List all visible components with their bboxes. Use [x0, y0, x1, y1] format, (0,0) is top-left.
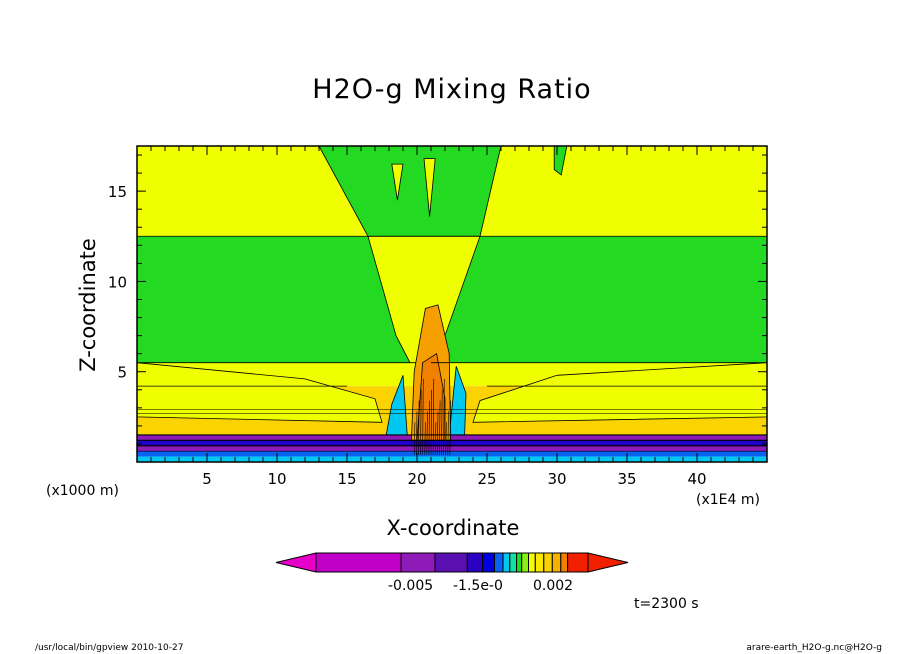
convective-streak-5 [424, 422, 426, 455]
colorbar-right-arrow [587, 552, 629, 573]
colorbar-segment-9 [521, 552, 530, 573]
convective-streak-17 [449, 400, 451, 455]
colorbar-label-2: -1.5e-0 [453, 578, 503, 594]
region-surface-cyan [137, 456, 767, 462]
colorbar-segment-13 [551, 552, 562, 573]
colorbar-segment-4 [482, 552, 496, 573]
plot-frame [136, 145, 768, 463]
time-label: t=2300 s [634, 596, 699, 612]
colorbar-segment-10 [528, 552, 536, 573]
colorbar-segment-8 [516, 552, 523, 573]
y-tick-label-10: 10 [108, 273, 127, 291]
convective-streak-9 [432, 378, 435, 455]
convective-streak-10 [434, 422, 437, 455]
x-tick-label-5: 5 [202, 470, 212, 488]
colorbar-segment-6 [502, 552, 511, 573]
colorbar-segment-0 [315, 552, 402, 573]
convective-streak-16 [447, 411, 449, 455]
colorbar-segment-1 [400, 552, 436, 573]
convective-streak-15 [445, 422, 447, 455]
region-surface-core [137, 440, 767, 446]
convective-streak-7 [428, 400, 430, 455]
convective-streak-11 [437, 411, 439, 455]
colorbar-segment-3 [466, 552, 484, 573]
upper-yellow-streak [391, 163, 404, 201]
convective-streak-2 [418, 400, 420, 455]
convective-streak-12 [439, 400, 441, 455]
convective-streak-14 [443, 378, 445, 455]
colorbar-segment-2 [434, 552, 468, 573]
y-tick-label-5: 5 [117, 364, 127, 382]
x-scale-label: (x1E4 m) [696, 492, 760, 508]
colorbar-segment-7 [509, 552, 518, 573]
colorbar-segment-5 [494, 552, 504, 573]
x-tick-label-35: 35 [617, 470, 636, 488]
convective-streak-4 [422, 378, 424, 455]
x-tick-label-10: 10 [267, 470, 286, 488]
x-unit-label: (x1000 m) [46, 483, 119, 499]
convective-streak-6 [426, 411, 428, 455]
convective-streak-3 [420, 389, 422, 455]
x-tick-label-30: 30 [547, 470, 566, 488]
y-axis-label: Z-coordinate [76, 238, 100, 372]
footer-right-text: arare-earth_H2O-g.nc@H2O-g [746, 643, 882, 653]
colorbar-segment-15 [567, 552, 589, 573]
upper-yellow-streak-2 [423, 158, 436, 217]
colorbar-left-arrow [275, 552, 317, 573]
colorbar-segment-14 [560, 552, 569, 573]
region-surface-blue [137, 451, 767, 457]
x-tick-label-25: 25 [477, 470, 496, 488]
colorbar-segment-12 [543, 552, 553, 573]
y-tick-label-15: 15 [108, 183, 127, 201]
x-tick-label-20: 20 [407, 470, 426, 488]
footer-left-text: /usr/local/bin/gpview 2010-10-27 [35, 643, 184, 653]
convective-streak-8 [430, 389, 432, 455]
colorbar-label-3: 0.002 [533, 578, 574, 594]
x-axis-label: X-coordinate [386, 516, 520, 540]
colorbar-segment-11 [534, 552, 545, 573]
convective-streak-0 [413, 422, 416, 455]
convective-streak-1 [416, 411, 418, 455]
colorbar-label-1: -0.005 [388, 578, 434, 594]
convective-streak-13 [441, 389, 443, 455]
chart-title: H2O-g Mixing Ratio [312, 74, 592, 105]
x-tick-label-15: 15 [337, 470, 356, 488]
x-tick-label-40: 40 [687, 470, 706, 488]
